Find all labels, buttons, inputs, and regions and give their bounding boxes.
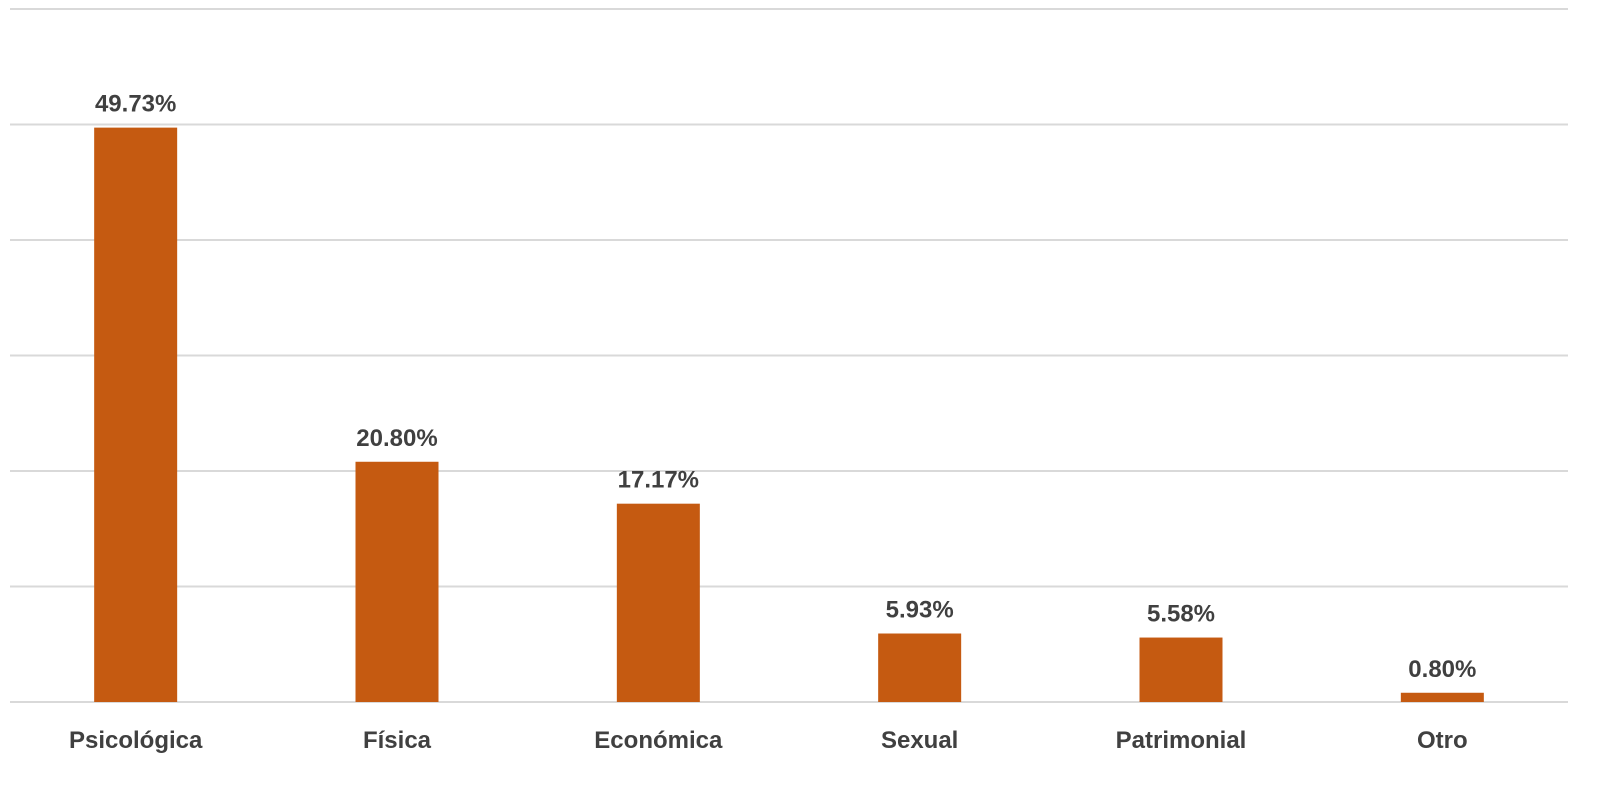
x-tick-label-2: Económica [594, 727, 723, 754]
x-tick-label-4: Patrimonial [1116, 727, 1247, 754]
data-label-3: 5.93% [886, 597, 954, 624]
x-tick-label-0: Psicológica [69, 727, 203, 754]
x-tick-label-3: Sexual [881, 727, 958, 754]
data-label-0: 49.73% [95, 91, 176, 118]
gridlines [10, 8, 1568, 703]
bar-1 [355, 461, 439, 702]
bar-5 [1400, 692, 1484, 702]
x-tick-label-5: Otro [1417, 727, 1468, 754]
data-label-5: 0.80% [1408, 656, 1476, 683]
x-axis: Psicológica Física Económica Sexual Patrimon… [69, 727, 1468, 754]
bar-4 [1139, 637, 1223, 702]
bars [94, 127, 1484, 702]
data-labels: 49.73% 20.80% 17.17% 5.93% 5.58% 0.80% [95, 91, 1476, 683]
data-label-2: 17.17% [618, 467, 699, 494]
bar-3 [878, 633, 962, 702]
bar-2 [616, 503, 700, 702]
data-label-1: 20.80% [356, 425, 437, 452]
bar-0 [94, 127, 178, 702]
x-tick-label-1: Física [363, 727, 432, 754]
data-label-4: 5.58% [1147, 601, 1215, 628]
